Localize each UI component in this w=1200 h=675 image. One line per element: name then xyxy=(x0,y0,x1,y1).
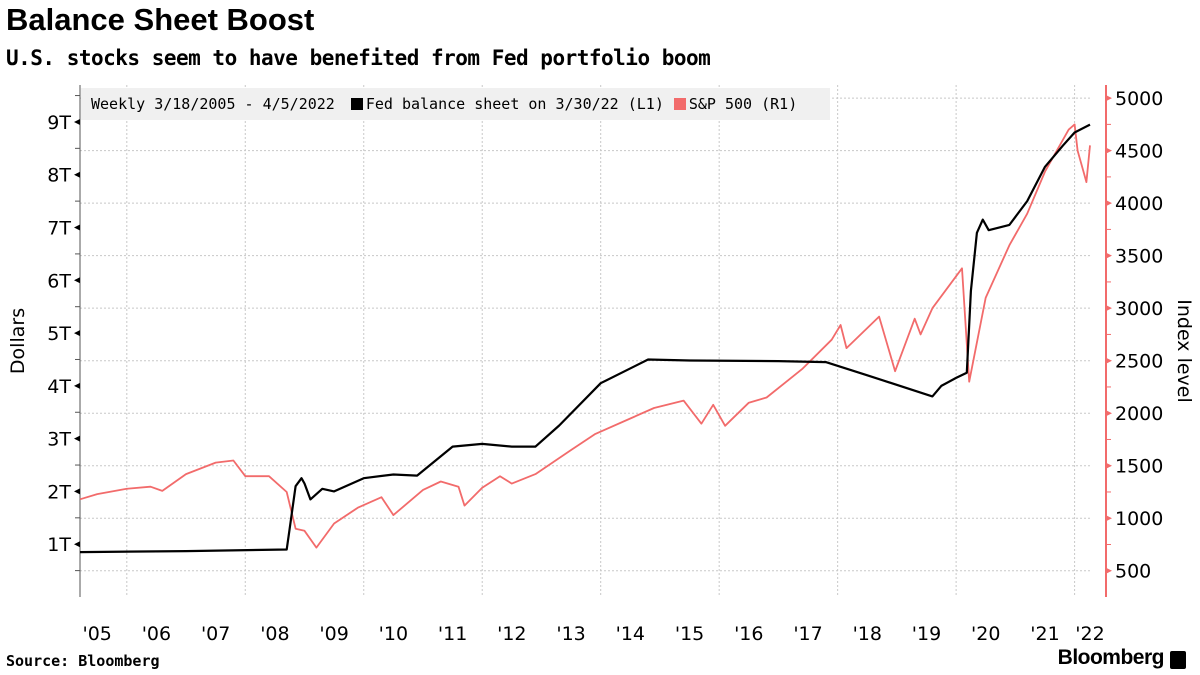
x-tick-label: '12 xyxy=(497,623,526,645)
right-tick-mark xyxy=(1106,515,1112,522)
right-tick-mark xyxy=(1106,252,1112,259)
right-tick-mark xyxy=(1106,95,1112,102)
left-tick-mark xyxy=(74,541,80,548)
left-tick-label: 4T xyxy=(47,376,71,398)
x-tick-label: '19 xyxy=(912,623,941,645)
brand-logo: Bloomberg xyxy=(1057,646,1165,669)
legend-swatch-sp500 xyxy=(673,98,686,110)
left-tick-mark xyxy=(74,382,80,389)
left-tick-mark xyxy=(74,488,80,495)
x-tick-label: '17 xyxy=(793,623,822,645)
chart-subtitle: U.S. stocks seem to have benefited from … xyxy=(6,46,711,70)
x-tick-label: '21 xyxy=(1030,623,1059,645)
legend-label-fed: Fed balance sheet on 3/30/22 (L1) xyxy=(365,95,664,113)
left-tick-label: 5T xyxy=(47,323,71,345)
right-tick-label: 1000 xyxy=(1115,508,1163,530)
x-tick-label: '05 xyxy=(82,623,111,645)
right-tick-mark xyxy=(1106,147,1112,154)
legend-swatch-fed xyxy=(350,98,363,110)
right-tick-label: 1500 xyxy=(1115,456,1163,478)
left-axis-label: Dollars xyxy=(7,308,29,374)
x-tick-label: '22 xyxy=(1075,623,1104,645)
x-tick-label: '20 xyxy=(971,623,1000,645)
left-tick-label: 3T xyxy=(47,429,71,451)
left-tick-mark xyxy=(74,171,80,178)
right-tick-label: 5000 xyxy=(1115,88,1163,110)
right-tick-mark xyxy=(1106,410,1112,417)
right-tick-label: 500 xyxy=(1115,561,1151,583)
left-tick-mark xyxy=(74,330,80,337)
right-tick-label: 2000 xyxy=(1115,403,1163,425)
x-tick-label: '07 xyxy=(201,623,230,645)
left-tick-label: 8T xyxy=(47,165,71,187)
chart-title: Balance Sheet Boost xyxy=(6,2,315,37)
left-tick-label: 9T xyxy=(47,112,71,134)
x-tick-label: '13 xyxy=(556,623,585,645)
source-note: Source: Bloomberg xyxy=(6,652,160,670)
left-tick-mark xyxy=(74,224,80,231)
fed-balance-sheet-line xyxy=(79,123,1091,554)
right-tick-label: 3500 xyxy=(1115,246,1163,268)
right-tick-label: 3000 xyxy=(1115,298,1163,320)
right-tick-mark xyxy=(1106,462,1112,469)
right-tick-mark xyxy=(1106,305,1112,312)
legend: Weekly 3/18/2005 - 4/5/2022 Fed balance … xyxy=(81,88,830,120)
legend-period: Weekly 3/18/2005 - 4/5/2022 xyxy=(91,95,335,113)
right-tick-mark xyxy=(1106,200,1112,207)
legend-item-fed: Fed balance sheet on 3/30/22 (L1) xyxy=(350,95,664,113)
right-axis-label: Index level xyxy=(1173,299,1195,403)
right-tick-mark xyxy=(1106,357,1112,364)
right-tick-label: 4500 xyxy=(1115,141,1163,163)
x-tick-label: '11 xyxy=(438,623,467,645)
left-tick-label: 2T xyxy=(47,481,71,503)
x-tick-label: '06 xyxy=(142,623,171,645)
x-tick-label: '14 xyxy=(616,623,645,645)
legend-item-sp500: S&P 500 (R1) xyxy=(673,95,798,113)
right-tick-label: 2500 xyxy=(1115,351,1163,373)
x-tick-label: '08 xyxy=(260,623,289,645)
sp500-line xyxy=(79,123,1091,549)
bloomberg-terminal-icon xyxy=(1170,651,1186,669)
x-tick-label: '15 xyxy=(675,623,704,645)
left-tick-mark xyxy=(74,118,80,125)
x-tick-label: '10 xyxy=(379,623,408,645)
left-tick-mark xyxy=(74,277,80,284)
left-tick-label: 7T xyxy=(47,218,71,240)
x-tick-label: '18 xyxy=(853,623,882,645)
right-tick-mark xyxy=(1106,567,1112,574)
left-tick-label: 6T xyxy=(47,270,71,292)
left-tick-mark xyxy=(74,435,80,442)
left-tick-label: 1T xyxy=(47,534,71,556)
legend-label-sp500: S&P 500 (R1) xyxy=(688,95,798,113)
x-tick-label: '09 xyxy=(319,623,348,645)
right-tick-label: 4000 xyxy=(1115,193,1163,215)
x-tick-label: '16 xyxy=(734,623,763,645)
